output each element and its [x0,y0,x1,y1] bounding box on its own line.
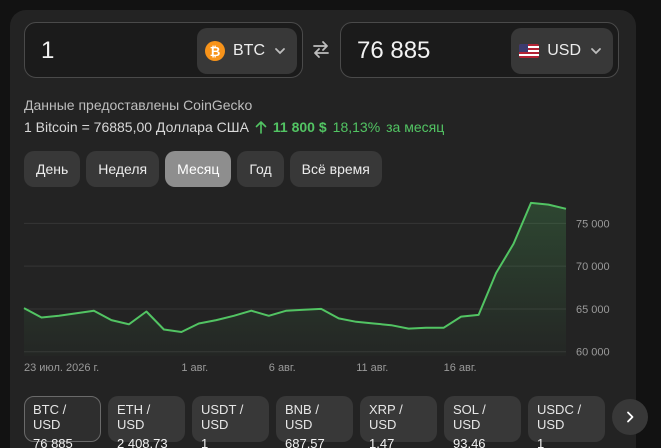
chart-point [41,317,43,319]
chart-point [268,315,270,317]
to-amount-input[interactable]: 76 885 [357,37,431,64]
chart-point [320,308,322,310]
pair-value: 1 [201,436,209,448]
to-currency-select[interactable]: USD [511,28,613,74]
chart-point [93,310,95,312]
tab-year[interactable]: Год [237,151,284,187]
x-tick-label: 1 авг. [181,362,208,374]
chart-point [390,324,392,326]
chart-point [443,327,445,329]
chart-point [163,329,165,331]
swap-arrows-icon[interactable] [310,38,332,60]
pair-name: ETH / USD [117,402,151,432]
price-chart[interactable]: 60 000 65 000 70 000 75 000 23 июл. 2026 г.… [0,190,661,380]
from-amount-input[interactable]: 1 [41,37,55,64]
chart-point [355,321,357,323]
pair-name: USDC / USD [537,402,582,432]
chevron-down-icon [591,48,601,55]
chart-point [58,315,60,317]
pair-eth-usd[interactable]: ETH / USD 2 408,73 [108,396,185,448]
pair-name: BNB / USD [285,402,319,432]
chart-point [128,323,130,325]
y-tick-label: 60 000 [576,347,610,359]
change-percent: 18,13% [332,119,381,135]
rate-line: 1 Bitcoin = 76885,00 Доллара США 11 800 … [24,119,444,135]
chart-point [530,202,532,204]
pair-value: 1 [537,436,545,448]
pair-value: 1,47 [369,436,395,448]
arrow-up-icon [255,121,267,134]
from-currency-select[interactable]: ₿ BTC [197,28,297,74]
chart-point [460,316,462,318]
chevron-right-icon [627,411,634,423]
pair-bnb-usd[interactable]: BNB / USD 687,57 [276,396,353,448]
pair-value: 93,46 [453,436,486,448]
chart-price-line [23,201,567,333]
chart-point [198,323,200,325]
x-tick-label: 11 авг. [356,362,388,374]
to-currency-label: USD [547,42,581,59]
chart-point [23,307,25,309]
to-amount-box[interactable]: 76 885 USD [340,22,619,78]
y-tick-label: 70 000 [576,261,610,273]
chart-point [565,208,567,210]
pair-value: 687,57 [285,436,325,448]
from-amount-box[interactable]: 1 ₿ BTC [24,22,303,78]
pair-name: USDT / USD [201,402,244,432]
x-tick-label: 23 июл. 2026 г. [24,362,99,374]
pairs-row: BTC / USD 76 885 ETH / USD 2 408,73 USDT… [24,396,605,448]
chart-point [478,314,480,316]
change-period: за месяц [386,119,445,135]
period-tabs: День Неделя Месяц Год Всё время [24,151,382,187]
pair-xrp-usd[interactable]: XRP / USD 1,47 [360,396,437,448]
pair-sol-usd[interactable]: SOL / USD 93,46 [444,396,521,448]
pair-name: SOL / USD [453,402,486,432]
chevron-down-icon [275,48,285,55]
bitcoin-icon: ₿ [205,41,225,61]
chart-point [145,311,147,313]
change-value: 11 800 $ [272,119,327,135]
tab-week[interactable]: Неделя [86,151,160,187]
chart-point [303,309,305,311]
pair-btc-usd[interactable]: BTC / USD 76 885 [24,396,101,448]
x-tick-label: 6 авг. [269,362,296,374]
tab-all-time[interactable]: Всё время [289,151,382,187]
pair-value: 76 885 [33,436,73,448]
x-tick-label: 16 авг. [444,362,477,374]
chart-point [513,243,515,245]
y-tick-label: 75 000 [576,218,610,230]
tab-day[interactable]: День [24,151,81,187]
chart-point [285,310,287,312]
chart-point [425,327,427,329]
tab-month[interactable]: Месяц [165,151,232,187]
y-tick-label: 65 000 [576,304,610,316]
from-currency-label: BTC [233,42,265,59]
chart-point [408,328,410,330]
chart-point [338,317,340,319]
data-source-text: Данные предоставлены CoinGecko [24,97,253,113]
pair-usdc-usd[interactable]: USDC / USD 1 [528,396,605,448]
chart-area-fill [24,202,566,356]
chart-point [76,312,78,314]
rate-change: 11 800 $ 18,13% за месяц [255,119,444,135]
pair-usdt-usd[interactable]: USDT / USD 1 [192,396,269,448]
pairs-next-button[interactable] [612,399,648,435]
pair-name: XRP / USD [369,402,403,432]
chart-point [233,315,235,317]
chart-point [110,319,112,321]
pair-value: 2 408,73 [117,436,168,448]
exchange-rate-text: 1 Bitcoin = 76885,00 Доллара США [24,119,249,135]
pair-name: BTC / USD [33,402,67,432]
chart-point [495,272,497,274]
chart-point [548,204,550,206]
chart-point [180,331,182,333]
chart-point [250,310,252,312]
chart-point [373,323,375,325]
chart-point [215,319,217,321]
us-flag-icon [519,44,540,58]
